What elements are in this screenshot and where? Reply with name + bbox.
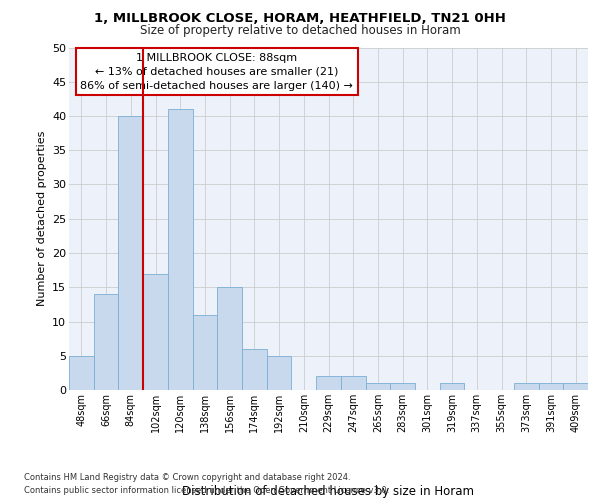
Y-axis label: Number of detached properties: Number of detached properties [37,131,47,306]
Text: Size of property relative to detached houses in Horam: Size of property relative to detached ho… [140,24,460,37]
Text: 1 MILLBROOK CLOSE: 88sqm
← 13% of detached houses are smaller (21)
86% of semi-d: 1 MILLBROOK CLOSE: 88sqm ← 13% of detach… [80,52,353,90]
Bar [118,116,143,390]
Bar [514,383,539,390]
Bar [69,356,94,390]
Text: Contains public sector information licensed under the Open Government Licence v3: Contains public sector information licen… [24,486,389,495]
Bar [390,383,415,390]
Bar [316,376,341,390]
Text: 1, MILLBROOK CLOSE, HORAM, HEATHFIELD, TN21 0HH: 1, MILLBROOK CLOSE, HORAM, HEATHFIELD, T… [94,12,506,26]
Bar [143,274,168,390]
Bar [539,383,563,390]
Bar [365,383,390,390]
Bar [563,383,588,390]
Bar [440,383,464,390]
Bar [168,109,193,390]
Bar [341,376,365,390]
Bar [267,356,292,390]
Bar [94,294,118,390]
X-axis label: Distribution of detached houses by size in Horam: Distribution of detached houses by size … [182,485,475,498]
Bar [193,314,217,390]
Bar [217,287,242,390]
Text: Contains HM Land Registry data © Crown copyright and database right 2024.: Contains HM Land Registry data © Crown c… [24,474,350,482]
Bar [242,349,267,390]
